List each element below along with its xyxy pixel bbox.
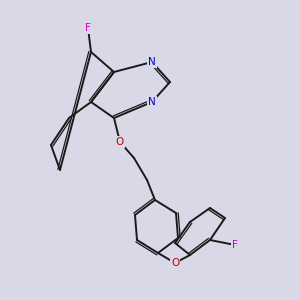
Text: F: F [85, 23, 91, 33]
Text: F: F [232, 240, 238, 250]
Text: N: N [148, 97, 156, 107]
Text: N: N [148, 57, 156, 67]
Text: O: O [116, 137, 124, 147]
Text: O: O [171, 258, 179, 268]
